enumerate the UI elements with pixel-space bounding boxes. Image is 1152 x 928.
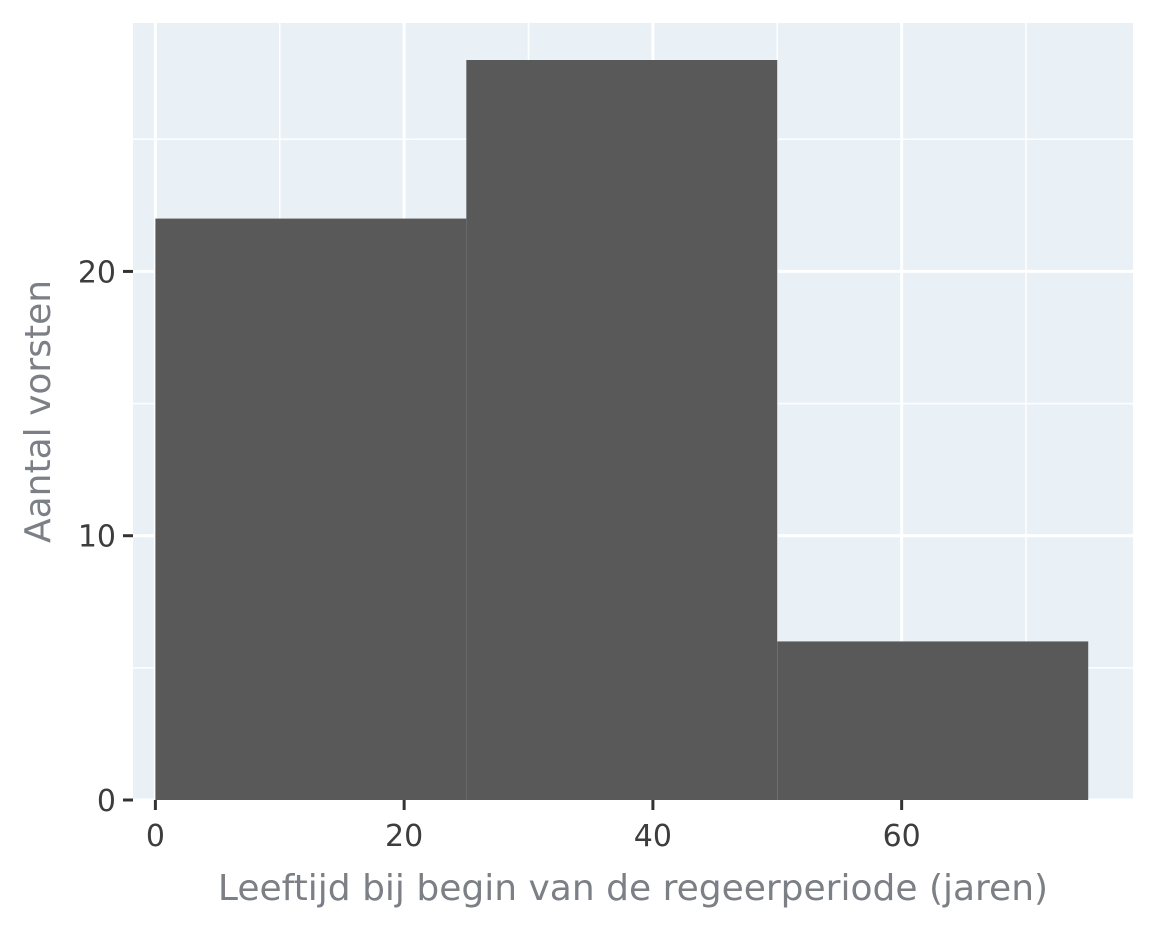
- y-tick-label: 20: [78, 255, 116, 290]
- y-axis-title: Aantal vorsten: [18, 280, 59, 543]
- histogram-bar-3: [777, 641, 1089, 800]
- x-tick-label: 20: [385, 819, 423, 854]
- x-axis-title: Leeftijd bij begin van de regeerperiode …: [218, 868, 1048, 909]
- x-tick-label: 0: [146, 819, 165, 854]
- histogram-bar-2: [466, 60, 778, 800]
- y-tick-label: 0: [97, 784, 116, 819]
- axes: 0 20 40 60 0 10 20: [78, 255, 921, 854]
- histogram-bar-1: [155, 218, 467, 801]
- x-tick-label: 60: [883, 819, 921, 854]
- x-tick-label: 40: [634, 819, 672, 854]
- y-tick-label: 10: [78, 520, 116, 555]
- histogram-bars: [155, 60, 1089, 801]
